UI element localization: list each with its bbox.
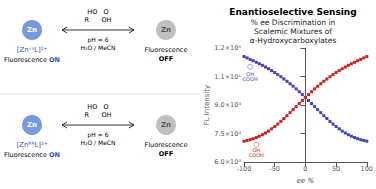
svg-text:Fluorescence: Fluorescence — [145, 141, 188, 149]
svg-text:-100: -100 — [237, 165, 252, 173]
svg-text:6.0×10⁴: 6.0×10⁴ — [214, 158, 241, 167]
svg-text:100: 100 — [361, 165, 373, 173]
svg-text:α-Hydroxycarboxylates: α-Hydroxycarboxylates — [250, 36, 337, 45]
svg-text:OH: OH — [246, 71, 254, 77]
svg-text:Fluorescence: Fluorescence — [4, 56, 47, 64]
svg-text:HO O: HO O — [87, 103, 108, 111]
svg-text:H₂O / MeCN: H₂O / MeCN — [80, 44, 115, 51]
svg-text:% ee Discrimination in: % ee Discrimination in — [251, 18, 336, 27]
svg-text:R OH: R OH — [85, 111, 112, 119]
svg-text:-50: -50 — [269, 165, 280, 173]
svg-text:Fluorescence: Fluorescence — [4, 151, 47, 159]
svg-text:H₂O / MeCN: H₂O / MeCN — [80, 139, 115, 146]
svg-text:7.5×10⁴: 7.5×10⁴ — [214, 130, 241, 138]
svg-text:1.1×10⁵: 1.1×10⁵ — [214, 73, 241, 81]
svg-text:COOH: COOH — [243, 76, 258, 82]
svg-text:Zn: Zn — [27, 26, 37, 34]
svg-text:Zn: Zn — [161, 26, 171, 34]
svg-text:Zn: Zn — [27, 121, 37, 129]
svg-text:pH = 6: pH = 6 — [88, 131, 109, 139]
svg-text:Enantioselective Sensing: Enantioselective Sensing — [229, 7, 356, 17]
svg-text:pH = 6: pH = 6 — [88, 36, 109, 44]
svg-text:ON: ON — [49, 151, 60, 159]
svg-text:9.0×10⁴: 9.0×10⁴ — [214, 101, 241, 109]
svg-text:[ZnˢˢL]²⁺: [ZnˢˢL]²⁺ — [17, 46, 48, 54]
svg-text:Scalemic Mixtures of: Scalemic Mixtures of — [254, 27, 332, 36]
svg-text:ON: ON — [49, 56, 60, 64]
svg-text:OFF: OFF — [159, 150, 173, 158]
svg-text:FL Intensity: FL Intensity — [203, 85, 211, 126]
svg-text:COOH: COOH — [249, 152, 264, 158]
svg-text:Zn: Zn — [161, 121, 171, 129]
svg-text:[ZnᴿᴿL]²⁺: [ZnᴿᴿL]²⁺ — [16, 141, 48, 149]
svg-text:OFF: OFF — [159, 55, 173, 63]
svg-text:ee %: ee % — [297, 177, 315, 185]
svg-text:50: 50 — [332, 165, 340, 173]
svg-text:OH: OH — [252, 147, 261, 154]
svg-text:⬡: ⬡ — [247, 63, 253, 71]
svg-text:R OH: R OH — [85, 16, 112, 24]
svg-text:Fluorescence: Fluorescence — [145, 46, 188, 54]
svg-text:1.2×10⁵: 1.2×10⁵ — [214, 44, 241, 52]
svg-text:0: 0 — [303, 165, 307, 173]
svg-text:HO O: HO O — [87, 8, 108, 16]
